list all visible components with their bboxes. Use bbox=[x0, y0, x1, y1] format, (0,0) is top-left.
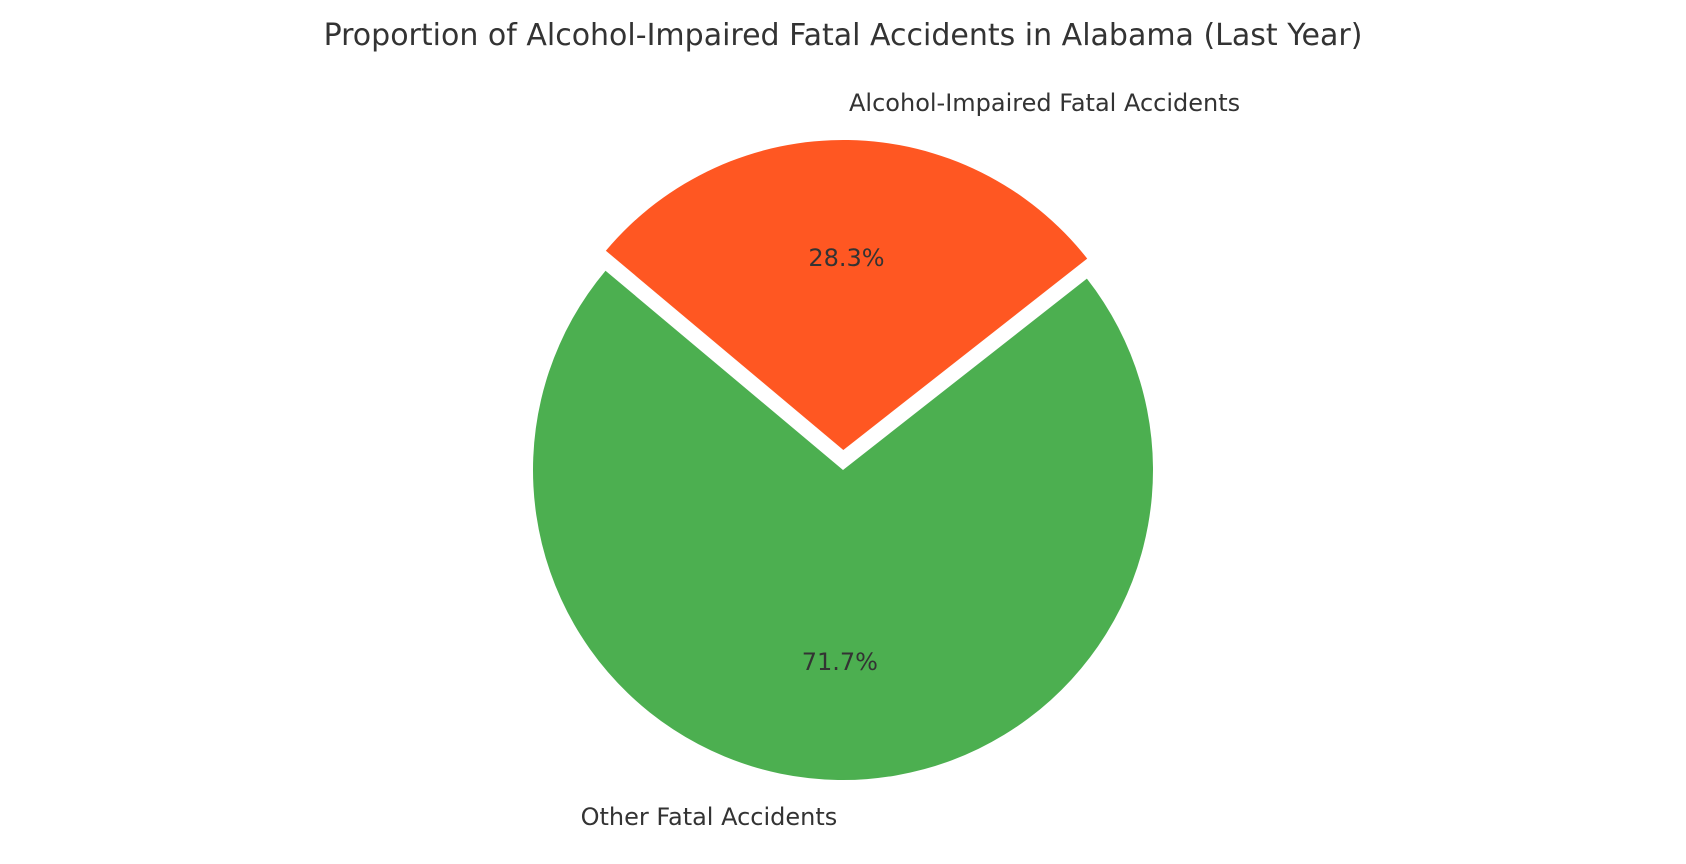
slice-label-alcohol: Alcohol-Impaired Fatal Accidents bbox=[849, 89, 1240, 117]
pie-chart bbox=[0, 0, 1686, 860]
pct-label-alcohol: 28.3% bbox=[808, 244, 884, 272]
slice-label-other: Other Fatal Accidents bbox=[581, 803, 838, 831]
pie-svg bbox=[0, 0, 1686, 860]
pct-label-other: 71.7% bbox=[802, 648, 878, 676]
